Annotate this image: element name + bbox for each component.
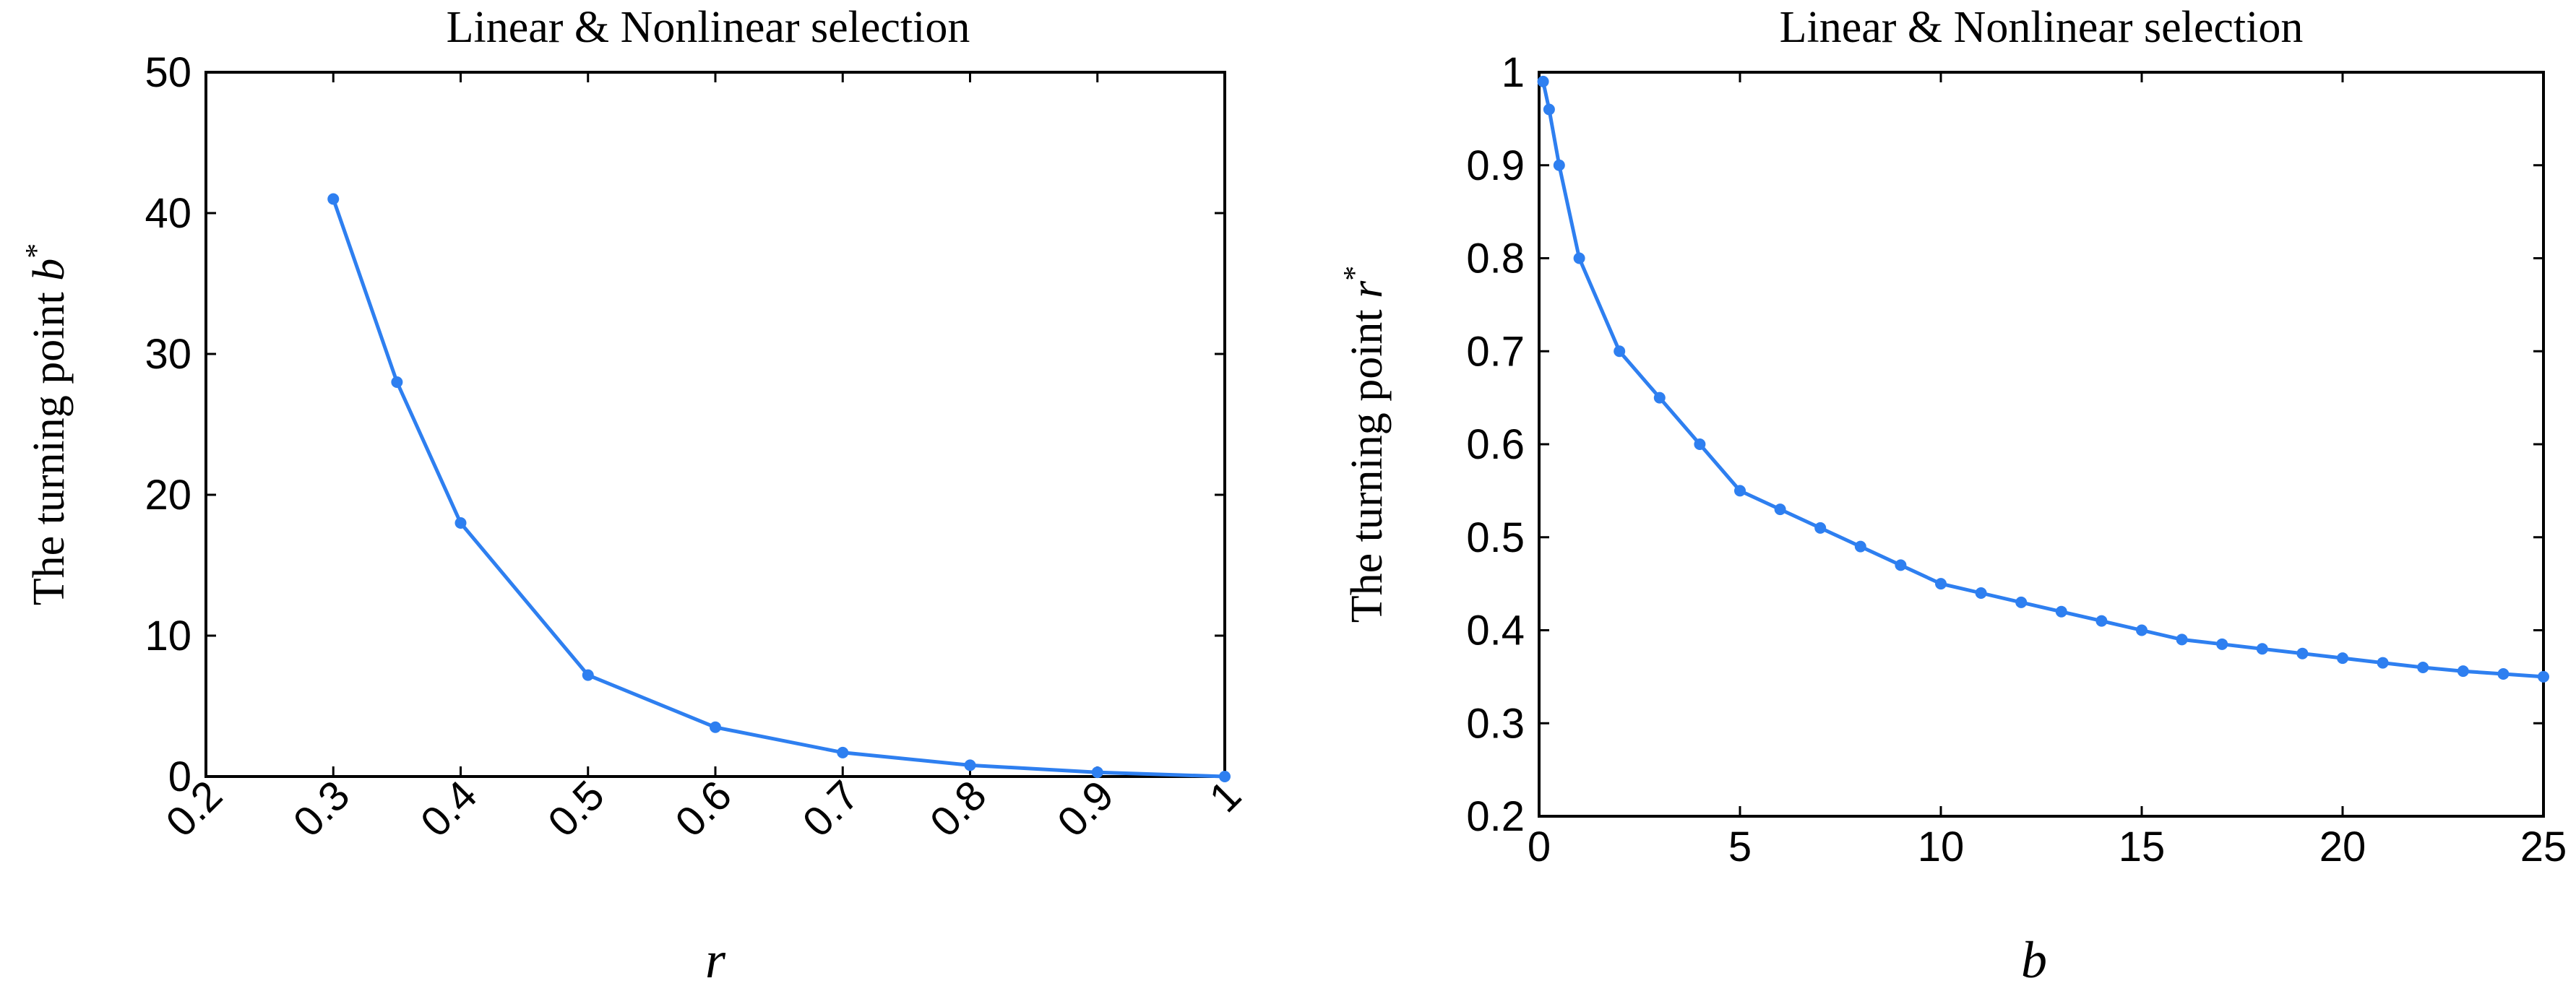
data-point: [2377, 657, 2389, 669]
y-tick-label: 30: [145, 331, 191, 378]
data-point: [1774, 503, 1786, 516]
y-tick-label: 1: [1502, 49, 1525, 96]
data-point: [1537, 75, 1549, 87]
chart-left-y-axis-label-text: The turning point: [25, 281, 74, 605]
x-tick-label: 10: [1918, 823, 1965, 870]
x-tick-label: 0.4: [412, 771, 486, 846]
data-point: [837, 746, 849, 758]
chart-right-axes-frame: [1538, 71, 2545, 818]
chart-left-y-axis-label-sup: *: [20, 243, 53, 259]
data-point: [1694, 438, 1706, 450]
chart-left-y-axis-label-var: b: [25, 259, 74, 281]
data-point: [2256, 643, 2268, 655]
data-point: [1573, 252, 1585, 264]
data-point: [2296, 647, 2309, 659]
data-point: [1543, 103, 1555, 116]
data-point: [2457, 665, 2469, 678]
y-tick-label: 50: [145, 49, 191, 96]
chart-right-y-axis-label-text: The turning point: [1343, 298, 1392, 623]
chart-left-y-axis-label: The turning point b*: [20, 243, 74, 605]
x-tick-label: 25: [2520, 823, 2567, 870]
data-point: [1219, 771, 1231, 782]
y-tick-label: 0.9: [1466, 142, 1525, 189]
y-tick-label: 10: [145, 613, 191, 659]
data-point: [2015, 596, 2028, 608]
x-tick-label: 20: [2319, 823, 2366, 870]
chart-right-title: Linear & Nonlinear selection: [1780, 3, 2304, 52]
chart-right-x-axis-label: b: [2021, 931, 2047, 989]
data-point: [2216, 638, 2228, 650]
data-point: [1975, 587, 1987, 599]
x-tick-label: 0.9: [1048, 771, 1123, 846]
data-point: [710, 721, 721, 733]
data-point: [1653, 392, 1666, 404]
data-point: [1091, 766, 1103, 779]
data-point: [2497, 668, 2510, 680]
y-tick-label: 0.2: [1466, 793, 1525, 840]
chart-right-y-axis-label: The turning point r*: [1338, 266, 1392, 623]
data-point: [391, 376, 403, 388]
y-tick-label: 0.8: [1466, 235, 1525, 282]
data-point: [455, 517, 467, 529]
y-tick-label: 20: [145, 472, 191, 519]
y-tick-label: 0.3: [1466, 700, 1525, 747]
data-point: [1895, 559, 1907, 571]
y-tick-label: 0.7: [1466, 328, 1525, 375]
chart-left-axes-frame: [204, 71, 1226, 778]
chart-left-x-axis-label: r: [705, 931, 726, 989]
data-point: [2538, 670, 2549, 683]
data-point: [582, 669, 594, 681]
chart-left-turning-point-b: Linear & Nonlinear selection The turning…: [20, 3, 1250, 989]
y-tick-label: 0.6: [1466, 421, 1525, 468]
x-tick-label: 0.3: [284, 771, 358, 846]
y-tick-label: 0.4: [1466, 607, 1525, 654]
x-tick-label: 0.5: [539, 771, 613, 846]
data-point: [964, 759, 976, 771]
data-point: [1814, 522, 1827, 534]
series-line: [1541, 81, 2544, 679]
data-point: [1614, 345, 1626, 358]
y-tick-label: 0: [168, 753, 191, 800]
data-point: [1553, 159, 1565, 171]
chart-right-y-axis-label-sup: *: [1338, 266, 1371, 281]
series-line: [331, 198, 1225, 779]
data-point: [2176, 633, 2188, 646]
x-tick-label: 0.7: [793, 771, 868, 846]
chart-left-title: Linear & Nonlinear selection: [447, 3, 970, 52]
data-point: [2417, 662, 2429, 673]
x-tick-label: 5: [1728, 823, 1752, 870]
y-tick-label: 0.5: [1466, 514, 1525, 561]
data-point: [2136, 624, 2148, 636]
y-tick-label: 40: [145, 190, 191, 237]
data-point: [327, 193, 340, 205]
data-point: [1854, 540, 1866, 553]
x-tick-label: 0.6: [666, 771, 741, 846]
data-point: [1935, 578, 1947, 590]
x-tick-label: 0.8: [921, 771, 996, 846]
data-point: [2055, 605, 2067, 618]
data-point: [1734, 485, 1746, 497]
data-point: [2337, 652, 2348, 665]
x-tick-label: 0: [1528, 823, 1551, 870]
x-tick-label: 15: [2119, 823, 2166, 870]
data-point: [2095, 615, 2108, 627]
chart-right-turning-point-r: Linear & Nonlinear selection The turning…: [1338, 3, 2567, 989]
chart-right-y-axis-label-var: r: [1343, 280, 1392, 298]
